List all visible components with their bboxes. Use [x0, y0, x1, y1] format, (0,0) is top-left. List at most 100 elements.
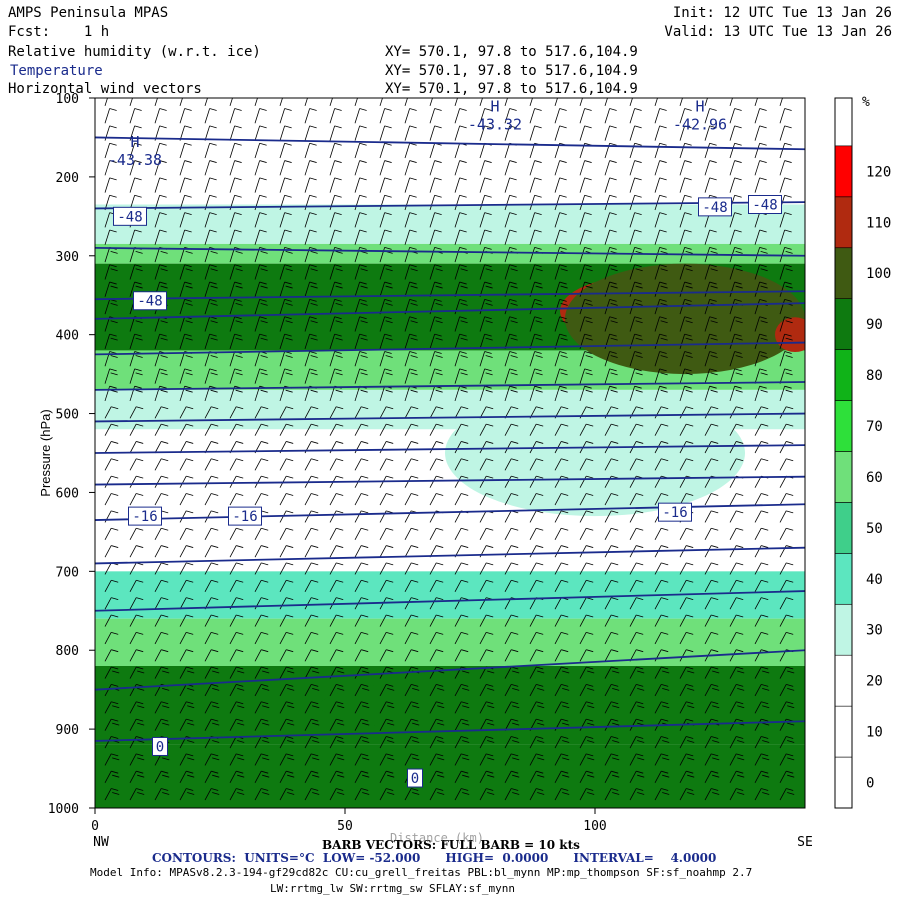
wind-barb-2 — [154, 98, 158, 107]
wind-barb-779 — [679, 562, 694, 575]
y-tick-label-4: 500 — [56, 408, 79, 423]
wind-barb-1004 — [704, 701, 720, 714]
y-axis-label: Pressure (hPa) — [38, 409, 53, 496]
wind-barb-437 — [529, 351, 543, 367]
wind-barb-433 — [429, 351, 443, 367]
wind-barb-720 — [604, 527, 619, 540]
wind-barb-912 — [504, 649, 519, 662]
wind-barb-595 — [279, 458, 294, 471]
wind-barb-384 — [604, 316, 618, 332]
wind-barb-329 — [629, 281, 643, 297]
wind-barb-646 — [154, 493, 169, 506]
wind-barb-450 — [154, 368, 168, 384]
wind-barb-139 — [779, 160, 792, 176]
wind-barb-654 — [354, 493, 369, 506]
wind-barb-811 — [779, 579, 794, 593]
wind-barb-747 — [579, 545, 594, 558]
wind-barb-82 — [754, 125, 767, 141]
wind-barb-1073 — [329, 753, 345, 766]
wind-barb-874 — [254, 631, 269, 645]
valid-time: Valid: 13 UTC Tue 13 Jan 26 — [664, 24, 892, 40]
wind-barb-1085 — [629, 753, 645, 766]
wind-barb-911 — [479, 649, 494, 662]
wind-barb-805 — [629, 579, 644, 593]
wind-barb-1127 — [279, 788, 295, 801]
wind-barb-200 — [204, 212, 217, 228]
wind-barb-446 — [754, 351, 768, 367]
colorbar-swatch-9 — [834, 298, 853, 350]
wind-barb-239 — [479, 229, 492, 245]
wind-barb-629 — [429, 475, 444, 488]
colorbar-swatch-10 — [834, 247, 853, 299]
wind-barb-458 — [354, 368, 368, 384]
wind-barb-242 — [554, 229, 567, 245]
wind-barb-620 — [204, 475, 219, 488]
wind-barb-496 — [604, 385, 618, 402]
wind-barb-728 — [104, 545, 119, 558]
wind-barb-95 — [379, 142, 392, 159]
wind-barb-693 — [629, 510, 644, 523]
wind-barb-9 — [329, 98, 333, 107]
wind-barb-1136 — [504, 788, 520, 801]
wind-barb-1114 — [654, 770, 670, 783]
wind-barb-726 — [754, 527, 769, 540]
wind-barb-733 — [229, 545, 244, 558]
wind-barb-289 — [329, 264, 343, 280]
wind-barb-290 — [354, 264, 368, 280]
wind-barb-867 — [779, 614, 794, 627]
wind-barb-863 — [679, 614, 694, 627]
wind-barb-768 — [404, 562, 419, 575]
wind-barb-19 — [579, 98, 583, 107]
wind-barb-413 — [629, 333, 643, 349]
wind-barb-463 — [479, 368, 493, 384]
wind-barb-669 — [729, 493, 744, 506]
wind-barb-740 — [404, 545, 419, 558]
wind-barb-738 — [354, 545, 369, 558]
wind-barb-401 — [329, 333, 343, 349]
wind-barb-915 — [579, 649, 594, 662]
wind-barb-386 — [654, 316, 668, 332]
wind-barb-698 — [754, 510, 769, 523]
wind-barb-21 — [629, 98, 633, 107]
wind-barb-1140 — [604, 788, 620, 801]
wind-barb-617 — [129, 475, 144, 488]
wind-barb-111 — [779, 142, 792, 159]
wind-barb-780 — [704, 562, 719, 575]
wind-barb-23 — [679, 98, 683, 107]
wind-barb-1099 — [279, 770, 295, 783]
wind-barb-983 — [179, 701, 195, 714]
wind-barb-7 — [279, 98, 283, 107]
wind-barb-929 — [229, 666, 245, 679]
wind-barb-1081 — [529, 753, 545, 766]
rh-band-1 — [95, 204, 805, 244]
wind-barb-664 — [604, 493, 619, 506]
wind-barb-764 — [304, 562, 319, 575]
wind-barb-1048 — [404, 736, 420, 749]
wind-barb-298 — [554, 264, 568, 280]
wind-barb-709 — [329, 527, 344, 540]
wind-barb-563 — [179, 441, 194, 454]
wind-barb-1055 — [579, 736, 595, 749]
wind-barb-893 — [729, 631, 744, 645]
wind-barb-62 — [254, 125, 267, 141]
wind-barb-339 — [179, 299, 193, 315]
wind-barb-881 — [429, 631, 444, 645]
wind-barb-404 — [404, 333, 418, 349]
wind-barb-527 — [679, 406, 694, 419]
wind-barb-993 — [429, 701, 445, 714]
wind-barb-785 — [129, 579, 144, 593]
wind-barb-44 — [504, 108, 517, 124]
wind-barb-1028 — [604, 718, 620, 731]
wind-barb-990 — [354, 701, 370, 714]
wind-barb-802 — [554, 579, 569, 593]
wind-barb-704 — [204, 527, 219, 540]
wind-barb-989 — [329, 701, 345, 714]
wind-barb-871 — [179, 631, 194, 645]
wind-barb-436 — [504, 351, 518, 367]
wind-barb-1116 — [704, 770, 720, 783]
wind-barb-925 — [129, 666, 145, 679]
wind-barb-235 — [379, 229, 392, 245]
wind-barb-1044 — [304, 736, 320, 749]
wind-barb-383 — [579, 316, 593, 332]
wind-barb-292 — [404, 264, 418, 280]
